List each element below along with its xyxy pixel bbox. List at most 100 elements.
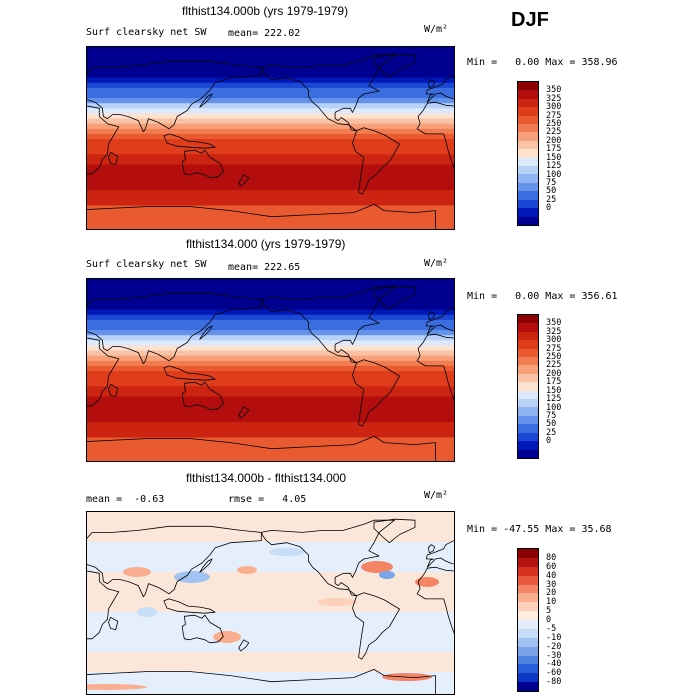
coastline-antarctica (87, 204, 436, 229)
colorbar-swatch (518, 399, 538, 408)
coastline-indonesia (163, 598, 216, 614)
colorbar-swatch (518, 584, 538, 594)
map-band (87, 652, 454, 672)
coastline-south-america (352, 359, 400, 427)
colorbar-tick-label: 350 (546, 85, 562, 96)
map-band (87, 304, 454, 311)
map-band (87, 164, 454, 171)
colorbar-swatch (518, 348, 538, 358)
map-band (87, 512, 454, 542)
coastline-madagascar (108, 616, 119, 630)
map-band (87, 376, 454, 382)
anomaly-blob (361, 561, 393, 573)
colorbar-swatch (518, 124, 538, 133)
colorbar-tick-label: 325 (546, 326, 562, 337)
coastline-antarctica (87, 669, 436, 694)
panel-3-rmse-label: rmse = 4.05 (228, 494, 307, 505)
map-band (87, 406, 454, 413)
panel-1-mean-label: mean= 222.02 (228, 28, 301, 39)
panel-3-min-label: Min = (467, 524, 498, 535)
coastline-indonesia (163, 365, 216, 381)
map-band (87, 139, 454, 145)
colorbar-tick-label: 75 (546, 177, 557, 188)
colorbar-swatch (518, 611, 538, 620)
map-band (87, 190, 454, 196)
coastline-new-zealand (238, 406, 250, 419)
colorbar-tick-label: -5 (546, 623, 557, 634)
coastline-eurasia (87, 60, 262, 133)
coastline-south-america (352, 127, 400, 195)
panel-1-min-value: 0.00 (515, 57, 540, 68)
colorbar-swatch (518, 208, 538, 217)
map-band (87, 185, 454, 191)
colorbar-swatch (518, 357, 538, 366)
map-band (87, 205, 454, 212)
map-band (87, 572, 454, 612)
coastline-greenland (373, 285, 416, 311)
colorbar-tick-label: 200 (546, 135, 562, 146)
colorbar-tick-label: 125 (546, 394, 562, 405)
map-band (87, 67, 454, 74)
anomaly-blob (137, 607, 157, 617)
panel-2-max-value: 356.61 (581, 291, 618, 302)
colorbar-swatch (518, 149, 538, 158)
anomaly-blob (237, 566, 257, 574)
panel-3-colorbar (517, 548, 539, 692)
coastline-greenland (373, 53, 416, 79)
map-band (87, 442, 454, 449)
colorbar-swatch (518, 331, 538, 341)
colorbar-tick-label: 225 (546, 127, 562, 138)
coastline-africa (416, 101, 454, 170)
coastline-madagascar (108, 151, 119, 165)
coastline-australia (181, 381, 224, 411)
colorbar-tick-label: 0 (546, 436, 552, 447)
coastline-madagascar (108, 383, 119, 397)
map-band (87, 365, 454, 372)
panel-2-map (86, 278, 455, 462)
coastline-japan (199, 325, 213, 340)
colorbar-swatch (518, 557, 538, 567)
map-band (87, 52, 454, 58)
colorbar-tick-label: 350 (546, 318, 562, 329)
colorbar-swatch (518, 115, 538, 125)
colorbar-swatch (518, 449, 538, 458)
anomaly-blob (317, 598, 357, 606)
panel-2-mean-label: mean= 222.65 (228, 262, 301, 273)
colorbar-swatch (518, 98, 538, 108)
panel-2-min-label: Min = (467, 291, 498, 302)
colorbar-swatch (518, 673, 538, 683)
map-band (87, 159, 454, 166)
colorbar-tick-label: 225 (546, 360, 562, 371)
coastline-south-america (352, 592, 400, 660)
map-band (87, 82, 454, 89)
colorbar-swatch (518, 166, 538, 175)
panel-1-min-label: Min = (467, 57, 498, 68)
coastline-eurasia (87, 525, 262, 598)
anomaly-blob (174, 571, 210, 583)
colorbar-tick-label: -20 (546, 641, 562, 652)
panel-3-max-label: Max = (545, 524, 576, 535)
panel-1-map-canvas (87, 47, 454, 229)
map-band (87, 319, 454, 326)
map-band (87, 289, 454, 295)
colorbar-tick-label: 30 (546, 579, 557, 590)
map-band (87, 284, 454, 290)
panel-3-min-value: -47.55 (503, 524, 540, 535)
coastline-japan (199, 558, 213, 573)
panel-3-title: flthist134.000b - flthist134.000 (186, 471, 347, 485)
map-band (87, 335, 454, 341)
map-band (87, 195, 454, 201)
map-band (87, 72, 454, 79)
map-band (87, 355, 454, 362)
map-band (87, 169, 454, 176)
colorbar-tick-label: 40 (546, 570, 557, 581)
colorbar-swatch (518, 424, 538, 433)
map-band (87, 422, 454, 428)
panel-2-title: flthist134.000 (yrs 1979-1979) (186, 237, 346, 251)
colorbar-swatch (518, 132, 538, 141)
colorbar-tick-label: 175 (546, 144, 562, 155)
colorbar-swatch (518, 415, 538, 425)
coastline-japan (199, 93, 213, 108)
map-band (87, 340, 454, 347)
colorbar-tick-label: 60 (546, 561, 557, 572)
